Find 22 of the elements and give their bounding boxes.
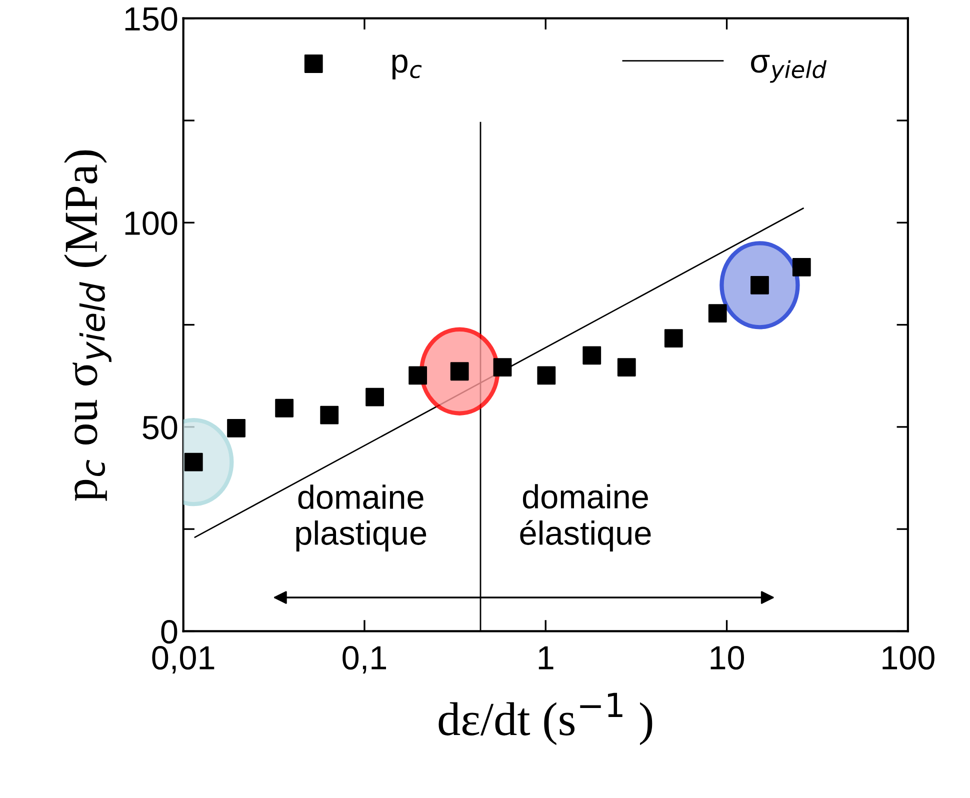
point: [664, 329, 683, 348]
y-tick-label: 150: [125, 7, 178, 31]
point: [537, 366, 556, 385]
x-tick-label: 1: [538, 646, 554, 670]
annotation: domaine plastique: [296, 484, 426, 552]
legend-label: p$_{c}$: [392, 54, 422, 80]
y-axis-title: p$_{c}$ ou σ$_{yield}$ (MPa): [64, 150, 112, 501]
x-tick-label: 100: [882, 646, 934, 670]
point: [366, 388, 384, 406]
point: [792, 258, 811, 276]
x-tick-label: 0,01: [152, 646, 214, 674]
x-tick-label: 0,1: [342, 646, 386, 674]
x-tick-label: 10: [710, 646, 744, 670]
point: [408, 366, 428, 385]
point: [708, 304, 727, 323]
point: [493, 358, 512, 376]
annotation: domaine élastique: [520, 484, 651, 552]
y-tick-label: 100: [125, 211, 178, 236]
legend-label: σ$_{yield}$: [751, 54, 827, 83]
y-tick-label: 50: [142, 416, 178, 440]
y-tick-label: 0: [161, 620, 178, 644]
x-axis-title: dε/dt (s$^{−1}$ ): [438, 692, 652, 746]
